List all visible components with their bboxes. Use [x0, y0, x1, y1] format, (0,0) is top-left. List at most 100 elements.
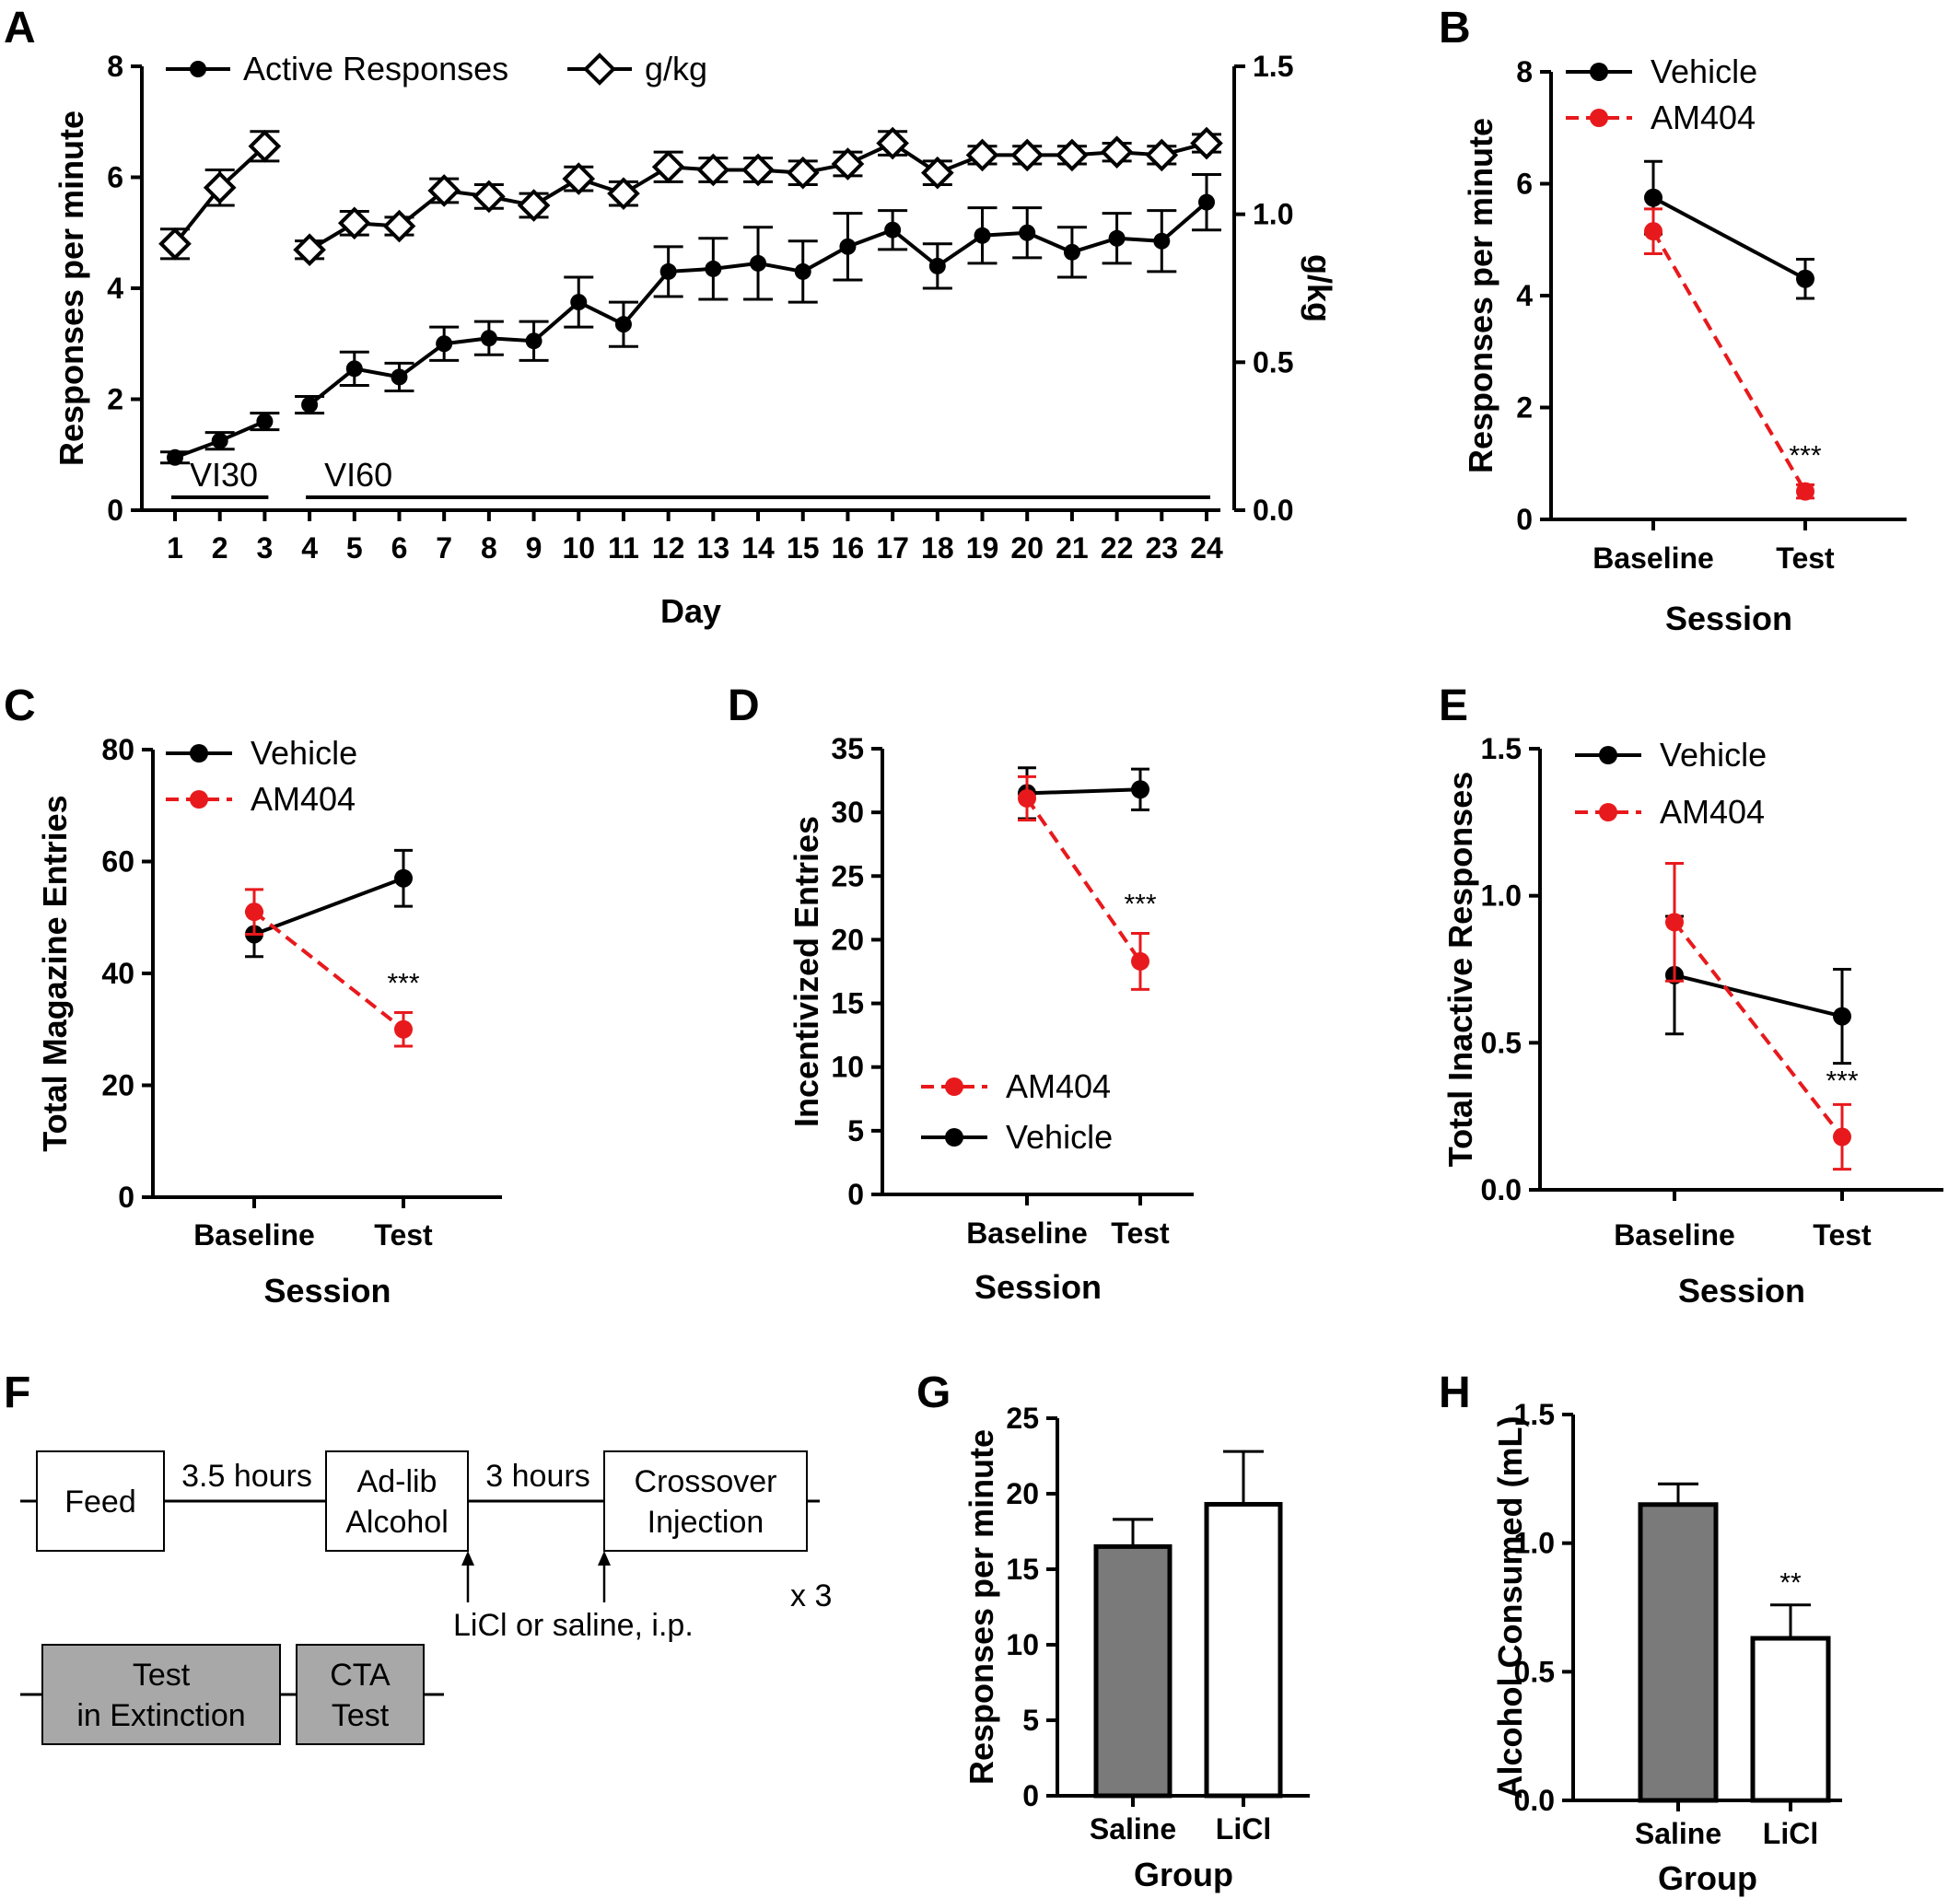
y-tick-label: 0: [107, 494, 123, 527]
data-point-gkg: [203, 170, 237, 204]
series-line-am404: [1651, 230, 1807, 493]
data-point-gkg: [1100, 135, 1134, 169]
significance-marker: ***: [387, 969, 419, 999]
y-tick-label: 5: [1022, 1704, 1039, 1737]
y-tick-label: 1.0: [1481, 879, 1522, 913]
data-point-active-responses: [480, 330, 497, 347]
x-tick-label: 2: [212, 531, 228, 565]
data-point-gkg: [158, 227, 192, 261]
y-tick-label: 1.0: [1514, 1527, 1555, 1560]
x-tick-label: 10: [562, 531, 595, 565]
series-line-vehicle: [1652, 195, 1806, 281]
data-point-active-responses: [525, 332, 542, 350]
data-point-active-responses: [1198, 193, 1215, 211]
data-point-am404: [245, 902, 263, 922]
significance-marker: ***: [1826, 1065, 1858, 1096]
data-point-am404: [1644, 222, 1662, 241]
legend-marker-active-responses: [190, 61, 206, 77]
legend-label-gkg: g/kg: [645, 50, 707, 87]
legend: Active Responses g/kg: [166, 50, 707, 87]
adlib-alcohol-label-line2: Alcohol: [345, 1505, 449, 1540]
x-tick-label: 18: [921, 531, 954, 565]
y-tick-label: 0: [118, 1181, 134, 1214]
series-line-vehicle: [253, 876, 404, 937]
cta-test-box: [296, 1644, 425, 1745]
data-point-gkg: [876, 126, 909, 160]
data-point-active-responses: [928, 257, 946, 274]
data-point-active-responses: [1108, 229, 1126, 247]
data-point-gkg: [1056, 138, 1089, 172]
panel-label-a: A: [4, 4, 36, 52]
y-tick-label: 0.0: [1481, 1173, 1522, 1206]
x-tick-label: Baseline: [966, 1217, 1088, 1250]
data-point-active-responses: [659, 262, 677, 280]
panel-b-chart: 0 2 4 6 8 Baseline Test Session Responses per mi…: [1462, 52, 1907, 637]
legend-label-active-responses: Active Responses: [243, 50, 508, 87]
repeat-note: x 3: [790, 1578, 832, 1613]
x-tick-label: Baseline: [1592, 541, 1714, 575]
test-extinction-box: [41, 1644, 281, 1745]
x-tick-label: LiCl: [1216, 1812, 1271, 1846]
series-line-vehicle: [1026, 787, 1141, 796]
y-tick-label: 0: [847, 1178, 864, 1211]
x-tick-label: 22: [1101, 531, 1134, 565]
data-point-gkg: [517, 189, 551, 222]
legend-label-vehicle: Vehicle: [1651, 52, 1757, 90]
y-tick-label: 0.5: [1514, 1655, 1555, 1688]
data-point-gkg: [293, 233, 326, 267]
panel-label-h: H: [1439, 1368, 1471, 1417]
panel-label-c: C: [4, 681, 36, 730]
data-point-gkg: [382, 209, 416, 243]
data-point-active-responses: [345, 360, 363, 378]
x-axis-label: Session: [263, 1272, 391, 1310]
x-tick-label: 6: [391, 531, 408, 565]
data-point-active-responses: [1019, 224, 1036, 241]
x-tick-label: Test: [1776, 541, 1835, 575]
data-point-gkg: [651, 150, 685, 184]
x-tick-label: Saline: [1635, 1817, 1721, 1850]
x-axis-label: Group: [1658, 1859, 1757, 1897]
schedule-label: VI60: [324, 456, 392, 494]
test-extinction-label-line2: in Extinction: [76, 1698, 245, 1733]
y-tick-label: 2: [1516, 391, 1533, 425]
y2-tick-label: 0.0: [1253, 494, 1293, 527]
data-point-gkg: [1010, 138, 1044, 172]
x-tick-label: 24: [1190, 531, 1223, 565]
y-tick-label: 1.5: [1514, 1398, 1555, 1431]
legend-label-am404: AM404: [251, 780, 356, 818]
x-axis-label: Session: [974, 1268, 1102, 1306]
data-point-gkg: [696, 153, 730, 187]
y-tick-label: 4: [1516, 279, 1533, 312]
y2-axis-label: g/kg: [1301, 254, 1338, 322]
data-point-gkg: [607, 177, 640, 211]
data-point-gkg: [741, 153, 775, 187]
y-tick-label: 0: [1516, 503, 1533, 536]
data-point-active-responses: [884, 221, 902, 239]
panel-label-g: G: [916, 1368, 951, 1417]
data-point-active-responses: [839, 238, 857, 255]
y-tick-label: 20: [101, 1069, 134, 1102]
y-tick-label: 20: [831, 923, 864, 956]
x-tick-label: Test: [374, 1218, 433, 1252]
x-tick-label: LiCl: [1763, 1817, 1818, 1850]
panel-label-e: E: [1439, 681, 1468, 730]
panel-label-b: B: [1439, 4, 1471, 52]
cta-test-label-line2: Test: [332, 1698, 390, 1733]
y-axis-label: Responses per minute: [1462, 118, 1499, 473]
data-point-active-responses: [614, 316, 632, 333]
arrow-head-icon: [598, 1551, 611, 1566]
legend-marker-gkg: [583, 52, 616, 86]
data-point-gkg: [427, 174, 461, 207]
crossover-injection-box: [603, 1450, 808, 1552]
y-tick-label: 6: [107, 161, 123, 194]
x-tick-label: 4: [301, 531, 318, 565]
bar-saline: [1638, 1502, 1719, 1803]
panel-label-d: D: [728, 681, 760, 730]
y-axis-label: Total Inactive Responses: [1441, 772, 1479, 1167]
data-point-am404: [1018, 788, 1036, 808]
x-tick-label: Test: [1813, 1218, 1872, 1252]
y-tick-label: 15: [831, 987, 864, 1020]
x-tick-label: 14: [741, 531, 775, 565]
x-tick-label: 23: [1146, 531, 1179, 565]
data-point-am404: [1131, 951, 1149, 971]
